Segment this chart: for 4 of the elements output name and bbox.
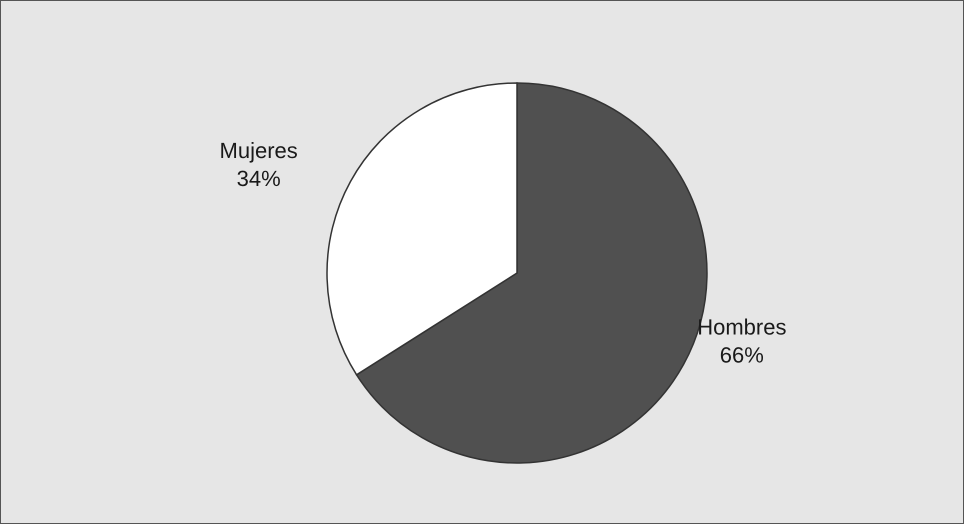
data-label: 34% — [236, 166, 281, 192]
slice-label: Hombres — [697, 314, 786, 340]
data-label: 66% — [720, 342, 764, 368]
slice-label: Mujeres — [220, 138, 298, 164]
